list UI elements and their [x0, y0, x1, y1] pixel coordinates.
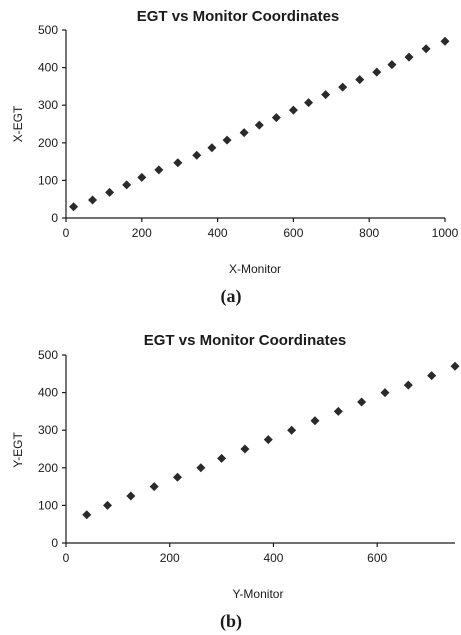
data-point	[149, 482, 159, 492]
data-point	[207, 143, 217, 153]
chart-a-x-label: X-Monitor	[229, 262, 281, 276]
y-tick-label: 500	[38, 348, 58, 362]
data-point	[304, 98, 314, 108]
data-point	[287, 425, 297, 435]
data-point	[333, 406, 343, 416]
data-point	[222, 135, 232, 145]
chart-b-plot-area: 0 200 400 600 0 100 200 300 400 500	[38, 348, 460, 565]
x-tick-label: 0	[63, 551, 70, 565]
data-point	[126, 491, 136, 501]
x-tick-label: 600	[367, 551, 387, 565]
y-tick-label: 200	[38, 136, 58, 150]
y-tick-label: 100	[38, 173, 58, 187]
data-point	[173, 472, 183, 482]
chart-a-y-ticks: 0 100 200 300 400 500	[38, 23, 66, 225]
x-tick-label: 400	[208, 226, 228, 240]
y-tick-label: 0	[51, 211, 58, 225]
x-tick-label: 1000	[432, 226, 459, 240]
chart-a-caption: (a)	[221, 286, 242, 307]
chart-a-points	[69, 36, 450, 212]
data-point	[154, 165, 164, 175]
data-point	[288, 105, 298, 115]
y-tick-label: 100	[38, 498, 58, 512]
chart-b-x-ticks: 0 200 400 600	[63, 543, 388, 565]
y-tick-label: 300	[38, 423, 58, 437]
data-point	[387, 60, 397, 70]
data-point	[440, 36, 450, 46]
chart-a-title: EGT vs Monitor Coordinates	[137, 8, 340, 25]
data-point	[357, 397, 367, 407]
data-point	[105, 187, 115, 197]
data-point	[137, 172, 147, 182]
data-point	[240, 444, 250, 454]
data-point	[404, 52, 414, 62]
chart-panel-b: EGT vs Monitor Coordinates 0 200 400 600 0 1…	[11, 332, 460, 632]
data-point	[88, 195, 98, 205]
data-point	[196, 463, 206, 473]
y-tick-label: 400	[38, 61, 58, 75]
data-point	[122, 180, 132, 190]
y-tick-label: 400	[38, 386, 58, 400]
data-point	[450, 361, 460, 371]
chart-panel-a: EGT vs Monitor Coordinates 0 200 400 600 800…	[11, 8, 459, 307]
y-tick-label: 500	[38, 23, 58, 37]
data-point	[239, 128, 249, 138]
chart-a-plot-area: 0 200 400 600 800 1000 0 100 200 300 400 500	[38, 23, 459, 240]
chart-b-points	[82, 361, 460, 520]
y-tick-label: 200	[38, 461, 58, 475]
data-point	[217, 453, 227, 463]
data-point	[427, 371, 437, 381]
y-tick-label: 0	[51, 536, 58, 550]
data-point	[380, 388, 390, 398]
chart-a-y-label: X-EGT	[11, 105, 25, 142]
x-tick-label: 800	[359, 226, 379, 240]
data-point	[321, 90, 331, 100]
data-point	[263, 435, 273, 445]
data-point	[355, 75, 365, 85]
data-point	[372, 67, 382, 77]
chart-a-x-ticks: 0 200 400 600 800 1000	[63, 218, 459, 240]
y-tick-label: 300	[38, 98, 58, 112]
data-point	[254, 120, 264, 130]
x-tick-label: 200	[160, 551, 180, 565]
data-point	[82, 510, 92, 520]
data-point	[271, 113, 281, 123]
chart-b-x-label: Y-Monitor	[233, 587, 284, 601]
data-point	[173, 158, 183, 168]
x-tick-label: 400	[263, 551, 283, 565]
data-point	[69, 202, 79, 212]
chart-b-y-label: Y-EGT	[11, 432, 25, 468]
data-point	[338, 82, 348, 92]
chart-b-y-ticks: 0 100 200 300 400 500	[38, 348, 66, 550]
x-tick-label: 200	[132, 226, 152, 240]
chart-b-title: EGT vs Monitor Coordinates	[144, 332, 347, 349]
x-tick-label: 600	[283, 226, 303, 240]
data-point	[192, 150, 202, 160]
x-tick-label: 0	[63, 226, 70, 240]
data-point	[403, 380, 413, 390]
chart-b-caption: (b)	[220, 611, 242, 632]
data-point	[421, 44, 431, 54]
data-point	[102, 500, 112, 510]
data-point	[310, 416, 320, 426]
